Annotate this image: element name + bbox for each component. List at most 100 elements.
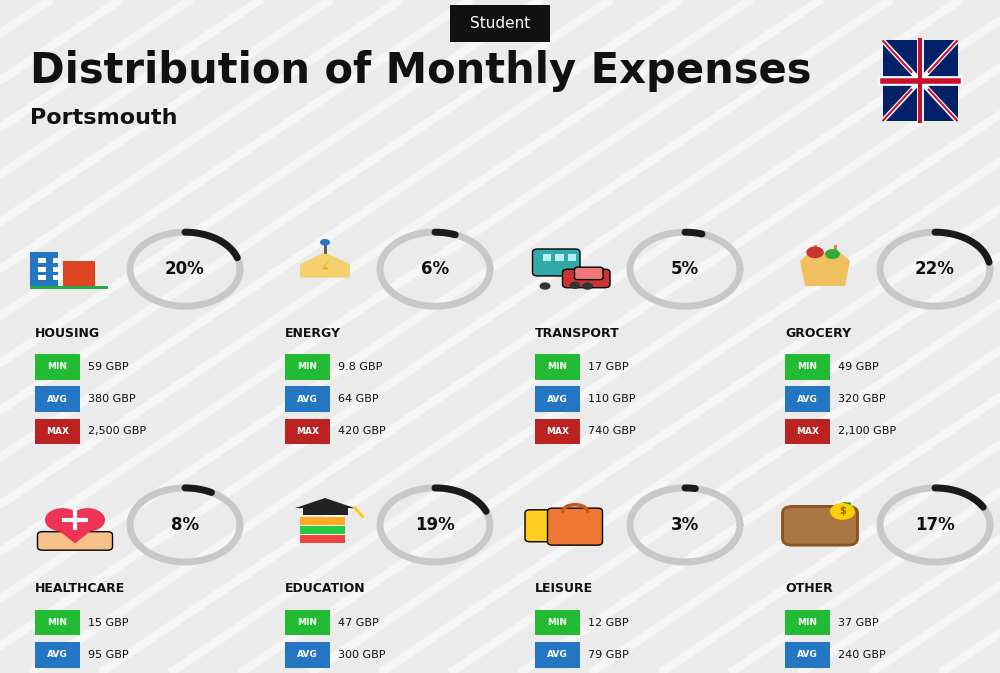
Text: LEISURE: LEISURE [535,582,593,596]
Text: TRANSPORT: TRANSPORT [535,326,620,340]
Text: 49 GBP: 49 GBP [838,362,879,371]
Text: OTHER: OTHER [785,582,833,596]
Bar [785,642,830,668]
Polygon shape [800,252,850,286]
Circle shape [582,283,593,290]
Bar [300,517,345,525]
Bar [38,258,46,263]
Bar [535,642,580,668]
Text: 17%: 17% [915,516,955,534]
Text: HEALTHCARE: HEALTHCARE [35,582,125,596]
Bar [35,642,80,668]
Bar [35,386,80,412]
Circle shape [806,246,824,258]
Circle shape [825,249,840,259]
Text: 37 GBP: 37 GBP [838,618,879,627]
Bar [535,419,580,444]
FancyBboxPatch shape [525,510,567,542]
Bar [568,254,576,261]
Text: 740 GBP: 740 GBP [588,427,636,436]
Bar [285,419,330,444]
Circle shape [45,508,80,532]
Text: 6%: 6% [421,260,449,278]
Text: 12 GBP: 12 GBP [588,618,629,627]
Text: AVG: AVG [297,394,318,404]
Bar [35,610,80,635]
FancyBboxPatch shape [574,267,603,280]
Text: MIN: MIN [48,362,68,371]
Text: 59 GBP: 59 GBP [88,362,129,371]
Bar [785,386,830,412]
Bar [35,354,80,380]
Polygon shape [320,259,330,278]
Text: 8%: 8% [171,516,199,534]
Text: MAX: MAX [296,427,319,436]
Polygon shape [48,522,103,544]
Text: 5%: 5% [671,260,699,278]
Text: AVG: AVG [47,394,68,404]
Text: HOUSING: HOUSING [35,326,100,340]
Circle shape [70,508,105,532]
FancyBboxPatch shape [562,269,610,288]
Text: MIN: MIN [48,618,68,627]
Text: Distribution of Monthly Expenses: Distribution of Monthly Expenses [30,50,812,92]
Text: 19%: 19% [415,516,455,534]
Text: MIN: MIN [548,362,568,371]
Text: 110 GBP: 110 GBP [588,394,636,404]
Bar [785,610,830,635]
Text: $: $ [839,507,846,516]
Text: 2,500 GBP: 2,500 GBP [88,427,146,436]
Text: 64 GBP: 64 GBP [338,394,379,404]
Bar [555,254,564,261]
Bar [535,386,580,412]
Text: 22%: 22% [915,260,955,278]
Text: MAX: MAX [796,427,819,436]
Text: AVG: AVG [797,394,818,404]
Text: 2,100 GBP: 2,100 GBP [838,427,896,436]
Bar [285,354,330,380]
Text: AVG: AVG [547,394,568,404]
Bar [300,526,345,534]
Bar [535,610,580,635]
Bar [302,508,348,515]
Text: 3%: 3% [671,516,699,534]
Bar [53,258,61,263]
Text: MIN: MIN [548,618,568,627]
Bar [38,275,46,280]
Bar [30,252,58,286]
Text: MAX: MAX [546,427,569,436]
Polygon shape [300,252,350,278]
Text: 95 GBP: 95 GBP [88,650,129,660]
Text: 9.8 GBP: 9.8 GBP [338,362,382,371]
Text: 420 GBP: 420 GBP [338,427,386,436]
Text: 320 GBP: 320 GBP [838,394,886,404]
Text: AVG: AVG [797,650,818,660]
Circle shape [539,283,550,290]
FancyBboxPatch shape [548,508,602,545]
Text: 17 GBP: 17 GBP [588,362,629,371]
Bar [30,285,108,289]
Text: 79 GBP: 79 GBP [588,650,629,660]
Bar [883,40,958,121]
Bar [35,419,80,444]
Text: MIN: MIN [798,618,818,627]
Bar [785,419,830,444]
Text: 380 GBP: 380 GBP [88,394,136,404]
Bar [285,610,330,635]
Bar [535,354,580,380]
Text: 15 GBP: 15 GBP [88,618,128,627]
Bar [285,642,330,668]
FancyBboxPatch shape [532,249,580,276]
Text: MIN: MIN [298,618,318,627]
FancyBboxPatch shape [38,532,113,551]
Text: MIN: MIN [298,362,318,371]
Text: 240 GBP: 240 GBP [838,650,886,660]
Bar [38,267,46,272]
Text: EDUCATION: EDUCATION [285,582,366,596]
Bar [450,5,550,42]
Text: AVG: AVG [547,650,568,660]
Bar [785,354,830,380]
Circle shape [830,503,855,520]
Text: 47 GBP: 47 GBP [338,618,379,627]
Text: ENERGY: ENERGY [285,326,341,340]
